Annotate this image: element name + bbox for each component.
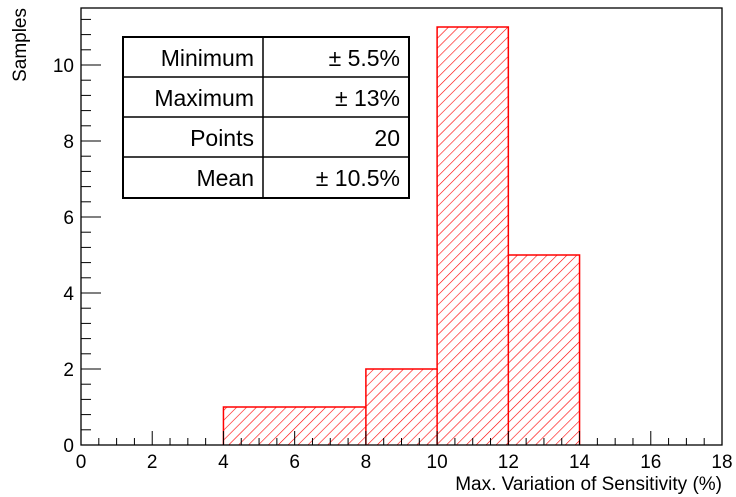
- y-tick-label: 2: [63, 360, 74, 381]
- stats-value-maximum: ± 13%: [335, 85, 400, 111]
- stats-label-points: Points: [190, 125, 254, 151]
- x-tick-label: 18: [711, 452, 732, 473]
- stats-label-minimum: Minimum: [161, 45, 254, 71]
- x-tick-label: 8: [361, 452, 372, 473]
- histogram-bar-1: [365, 369, 438, 445]
- stats-label-maximum: Maximum: [154, 85, 254, 111]
- stats-table: Minimum ± 5.5% Maximum ± 13% Points 20 M…: [122, 36, 410, 199]
- x-tick-label: 16: [640, 452, 661, 473]
- y-tick-label: 8: [63, 132, 74, 153]
- histogram-bar-2: [437, 27, 509, 445]
- x-tick-label: 0: [76, 452, 87, 473]
- stats-value-points: 20: [374, 125, 400, 151]
- y-axis-title: Samples: [10, 8, 31, 82]
- y-tick-label: 10: [53, 56, 74, 77]
- stats-value-minimum: ± 5.5%: [329, 45, 400, 71]
- x-tick-label: 6: [289, 452, 300, 473]
- y-tick-label: 6: [63, 208, 74, 229]
- axis-ticks: 0 2 4 6 8 10 12 14 16 18 0 2 4 6 8 10: [53, 18, 733, 473]
- x-axis-title: Max. Variation of Sensitivity (%): [455, 474, 722, 495]
- x-tick-label: 14: [569, 452, 591, 473]
- y-tick-label: 4: [63, 284, 74, 305]
- x-tick-label: 2: [147, 452, 158, 473]
- histogram-outline: [222, 26, 581, 445]
- x-tick-label: 4: [218, 452, 229, 473]
- x-tick-label: 12: [498, 452, 519, 473]
- histogram-bar-3: [508, 255, 580, 445]
- x-tick-label: 10: [427, 452, 448, 473]
- y-tick-label: 0: [63, 436, 74, 457]
- stats-value-mean: ± 10.5%: [316, 165, 400, 191]
- histogram-bars: [222, 26, 581, 445]
- stats-label-mean: Mean: [196, 165, 254, 191]
